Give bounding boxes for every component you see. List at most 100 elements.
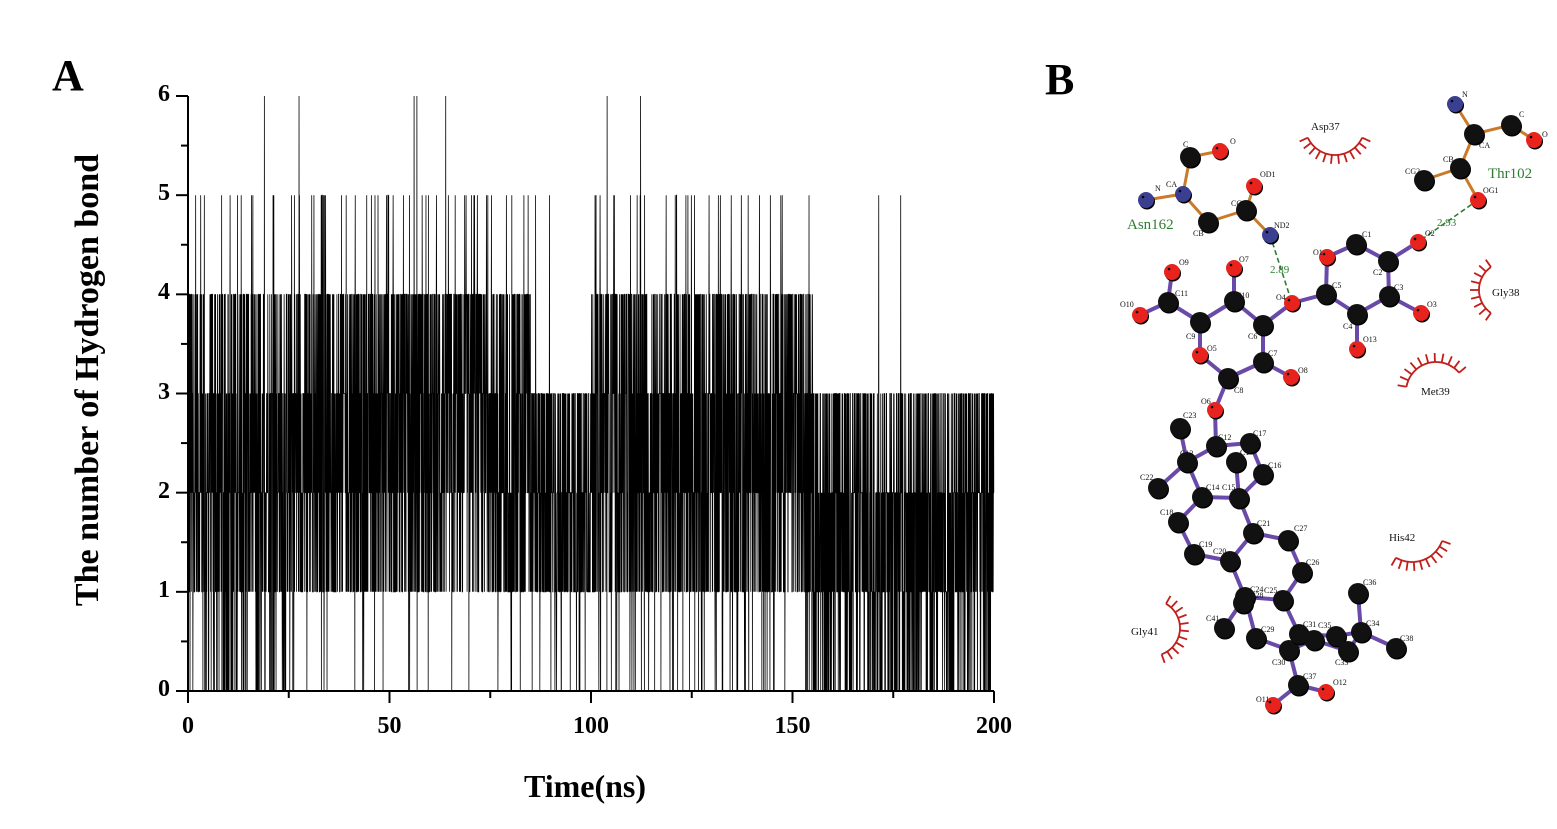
svg-text:Gly41: Gly41 bbox=[1131, 626, 1159, 638]
svg-text:C1: C1 bbox=[1240, 448, 1249, 457]
hydrophobic-contacts bbox=[1160, 136, 1492, 664]
svg-text:O13: O13 bbox=[1363, 335, 1377, 344]
svg-text:C22: C22 bbox=[1140, 473, 1153, 482]
svg-text:C5: C5 bbox=[1332, 281, 1341, 290]
svg-text:O2: O2 bbox=[1425, 229, 1435, 238]
y-tick-label: 6 bbox=[158, 81, 170, 107]
svg-text:C16: C16 bbox=[1268, 461, 1281, 470]
svg-text:O: O bbox=[1542, 130, 1548, 139]
svg-text:C30: C30 bbox=[1272, 658, 1285, 667]
svg-text:C25: C25 bbox=[1264, 586, 1277, 595]
residue-labels: Asn162 Thr102 Asp37 Gly38 Met39 His42 Gly41 bbox=[1127, 121, 1532, 638]
svg-text:C26: C26 bbox=[1306, 558, 1319, 567]
svg-text:C11: C11 bbox=[1175, 289, 1188, 298]
svg-text:C20: C20 bbox=[1213, 547, 1226, 556]
svg-text:C4: C4 bbox=[1343, 322, 1352, 331]
svg-text:C38: C38 bbox=[1400, 634, 1413, 643]
svg-text:Thr102: Thr102 bbox=[1488, 166, 1532, 182]
x-tick-label: 0 bbox=[182, 713, 194, 739]
svg-text:O12: O12 bbox=[1333, 678, 1347, 687]
svg-text:O3: O3 bbox=[1427, 300, 1437, 309]
y-axis-label: The number of Hydrogen bond bbox=[69, 153, 106, 607]
y-tick-label: 1 bbox=[158, 576, 170, 603]
svg-text:O5: O5 bbox=[1207, 344, 1217, 353]
svg-text:O1: O1 bbox=[1313, 248, 1323, 257]
y-tick-marks bbox=[176, 95, 188, 692]
svg-text:N: N bbox=[1155, 184, 1161, 193]
y-tick-label: 4 bbox=[158, 279, 170, 306]
hbond-chart bbox=[176, 95, 995, 703]
svg-text:C21: C21 bbox=[1257, 519, 1270, 528]
svg-text:C31: C31 bbox=[1303, 620, 1316, 629]
svg-text:C33: C33 bbox=[1335, 658, 1348, 667]
svg-text:C24: C24 bbox=[1250, 585, 1263, 594]
svg-text:C1: C1 bbox=[1362, 230, 1371, 239]
svg-text:C17: C17 bbox=[1253, 429, 1266, 438]
svg-text:O6: O6 bbox=[1201, 397, 1211, 406]
svg-text:Met39: Met39 bbox=[1421, 386, 1450, 398]
hbond-series bbox=[187, 95, 995, 692]
svg-text:C: C bbox=[1519, 110, 1524, 119]
svg-text:C28: C28 bbox=[1250, 591, 1263, 600]
svg-text:O: O bbox=[1230, 137, 1236, 146]
x-tick-label: 100 bbox=[573, 713, 609, 739]
svg-text:C23: C23 bbox=[1183, 411, 1196, 420]
atoms bbox=[1132, 96, 1543, 715]
svg-text:C19: C19 bbox=[1199, 540, 1212, 549]
x-tick-marks bbox=[187, 691, 995, 703]
y-tick-label: 3 bbox=[158, 378, 170, 405]
svg-text:C12: C12 bbox=[1218, 433, 1231, 442]
svg-text:CB: CB bbox=[1443, 155, 1454, 164]
svg-text:His42: His42 bbox=[1389, 532, 1415, 544]
svg-text:Asp37: Asp37 bbox=[1311, 121, 1340, 133]
svg-text:CA: CA bbox=[1166, 180, 1177, 189]
panel-a-label: A bbox=[52, 51, 84, 100]
svg-text:C7: C7 bbox=[1268, 349, 1277, 358]
svg-text:C9: C9 bbox=[1186, 332, 1195, 341]
svg-text:2.93: 2.93 bbox=[1437, 217, 1457, 229]
ligand-interaction-diagram: 2.89 2.93 N CA C O CB CG OD1 ND2 N CA C O CB CG2 OG1 O1 C… bbox=[1120, 90, 1548, 715]
y-tick-label: 5 bbox=[158, 180, 170, 207]
svg-text:C10: C10 bbox=[1236, 291, 1249, 300]
svg-text:O11: O11 bbox=[1256, 695, 1269, 704]
svg-text:Gly38: Gly38 bbox=[1492, 287, 1520, 299]
svg-text:C15: C15 bbox=[1222, 483, 1235, 492]
svg-text:C18: C18 bbox=[1160, 508, 1173, 517]
svg-text:O8: O8 bbox=[1298, 366, 1308, 375]
x-tick-label: 50 bbox=[377, 713, 402, 739]
svg-text:Asn162: Asn162 bbox=[1127, 217, 1174, 233]
svg-text:C2: C2 bbox=[1373, 268, 1382, 277]
svg-text:CG2: CG2 bbox=[1405, 167, 1420, 176]
svg-text:C37: C37 bbox=[1303, 672, 1316, 681]
svg-text:C35: C35 bbox=[1318, 621, 1331, 630]
svg-text:CG: CG bbox=[1231, 199, 1242, 208]
svg-text:C13: C13 bbox=[1180, 449, 1193, 458]
x-tick-label: 200 bbox=[976, 713, 1012, 739]
svg-text:O10: O10 bbox=[1120, 300, 1134, 309]
svg-text:C3: C3 bbox=[1394, 283, 1403, 292]
svg-text:N: N bbox=[1462, 90, 1468, 99]
svg-text:C8: C8 bbox=[1234, 386, 1243, 395]
panel-b-label: B bbox=[1045, 55, 1075, 104]
atom-labels: N CA C O CB CG OD1 ND2 N CA C O CB CG2 OG1 O1 C1 C2 O2 C3 O3… bbox=[1120, 90, 1548, 704]
x-tick-label: 150 bbox=[774, 713, 811, 739]
x-axis-label: Time(ns) bbox=[523, 768, 647, 804]
svg-text:C6: C6 bbox=[1248, 332, 1257, 341]
svg-text:C14: C14 bbox=[1206, 483, 1219, 492]
svg-text:2.89: 2.89 bbox=[1270, 264, 1290, 276]
svg-text:CA: CA bbox=[1479, 141, 1490, 150]
svg-text:O4: O4 bbox=[1276, 293, 1286, 302]
svg-text:O7: O7 bbox=[1239, 255, 1249, 264]
y-tick-label: 2 bbox=[158, 477, 170, 504]
svg-text:OG1: OG1 bbox=[1483, 186, 1499, 195]
svg-text:CB: CB bbox=[1193, 229, 1204, 238]
svg-text:OD1: OD1 bbox=[1260, 170, 1276, 179]
svg-text:C34: C34 bbox=[1366, 619, 1379, 628]
svg-text:C29: C29 bbox=[1261, 625, 1274, 634]
y-tick-label: 0 bbox=[158, 676, 170, 702]
svg-text:C36: C36 bbox=[1363, 578, 1376, 587]
svg-text:ND2: ND2 bbox=[1274, 221, 1290, 230]
svg-text:C: C bbox=[1183, 140, 1188, 149]
svg-text:C27: C27 bbox=[1294, 524, 1307, 533]
svg-text:C41: C41 bbox=[1206, 614, 1219, 623]
